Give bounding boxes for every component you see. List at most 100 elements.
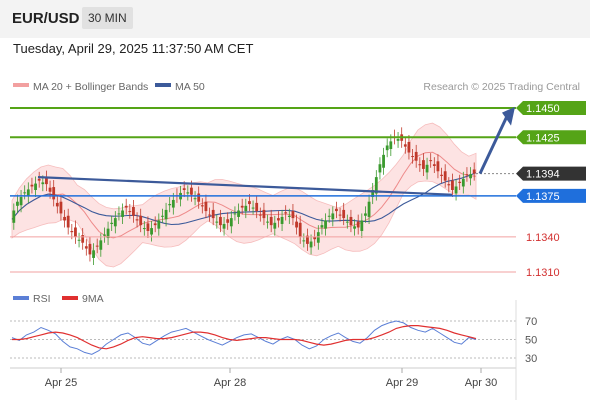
candle-body	[237, 210, 240, 217]
candle-body	[338, 214, 342, 216]
candle-body	[378, 164, 382, 173]
candle-body	[327, 215, 331, 217]
candle-body	[30, 184, 34, 187]
candle-body	[309, 241, 313, 248]
candle-body	[171, 199, 175, 208]
ma20-line	[11, 151, 477, 239]
candle-body	[150, 228, 153, 235]
candle-body	[226, 219, 230, 223]
candle-body	[371, 190, 375, 198]
candle-body	[12, 210, 16, 223]
candle-body	[345, 221, 349, 223]
ma9-legend-swatch	[62, 296, 78, 300]
candle-body	[139, 215, 143, 226]
candle-body	[320, 225, 324, 228]
candle-body	[422, 160, 425, 169]
candle-body	[211, 209, 215, 219]
candle-body	[472, 169, 476, 174]
candle-body	[335, 208, 338, 212]
candle-body	[302, 240, 306, 242]
candle-body	[157, 220, 161, 229]
candle-body	[45, 177, 48, 185]
ma20-legend-swatch	[13, 83, 29, 87]
candle-body	[277, 218, 280, 221]
candle-body	[389, 141, 393, 149]
candle-body	[425, 164, 429, 173]
resistance-1-label: 1.1425	[526, 132, 560, 144]
candle-body	[70, 231, 74, 233]
candle-body	[233, 213, 237, 215]
candle-body	[23, 192, 27, 194]
candle-body	[367, 201, 371, 217]
candle-body	[284, 212, 288, 214]
candle-body	[316, 232, 320, 243]
candle-body	[229, 218, 233, 227]
candle-body	[447, 184, 451, 186]
candle-body	[99, 240, 103, 250]
candle-body	[374, 177, 378, 194]
ma20-legend-label: MA 20 + Bollinger Bands	[33, 81, 148, 93]
candle-body	[59, 201, 63, 214]
rsi-tick-30: 30	[525, 353, 537, 365]
current-price-label-bg	[516, 166, 586, 181]
rsi-tick-70: 70	[525, 316, 537, 328]
candle-body	[55, 202, 59, 207]
candle-body	[182, 188, 186, 190]
candle-body	[168, 204, 172, 206]
pivot-label-bg	[516, 188, 586, 203]
candle-body	[287, 215, 291, 217]
candle-body	[349, 216, 353, 226]
resistance-1-label-bg	[516, 130, 586, 145]
candle-body	[262, 209, 266, 219]
x-tick-label: Apr 29	[386, 377, 418, 389]
candle-body	[465, 174, 469, 176]
candle-body	[84, 246, 88, 249]
candle-body	[74, 227, 77, 237]
candle-body	[26, 189, 30, 196]
resistance-2-label-bg	[516, 101, 586, 115]
ma50-line	[11, 172, 477, 226]
projection-arrow-shaft	[478, 115, 509, 175]
x-tick-label: Apr 25	[45, 377, 77, 389]
candle-body	[461, 178, 465, 187]
candle-body	[454, 186, 458, 194]
candle-body	[411, 156, 414, 158]
candle-body	[215, 221, 219, 223]
currency-pair: EUR/USD	[12, 10, 80, 27]
resistance-2-label: 1.1450	[526, 103, 560, 115]
candle-body	[164, 209, 168, 220]
candle-body	[258, 214, 262, 216]
candle-body	[295, 221, 298, 228]
timeframe-button[interactable]: 30 MIN	[82, 7, 133, 29]
chart-datetime: Tuesday, April 29, 2025 11:37:50 AM CET	[13, 41, 254, 56]
candle-body	[269, 216, 273, 226]
candle-body	[407, 141, 411, 153]
candle-body	[153, 223, 157, 226]
candle-body	[193, 198, 197, 200]
candle-body	[146, 223, 150, 231]
candle-body	[190, 187, 193, 195]
candle-body	[222, 223, 226, 229]
rsi-tick-50: 50	[525, 335, 537, 347]
candle-body	[77, 239, 81, 241]
candle-body	[132, 206, 135, 216]
support-1-label: 1.1340	[526, 232, 560, 244]
candle-body	[298, 222, 302, 237]
x-tick-label: Apr 30	[465, 377, 497, 389]
ma50-legend-swatch	[155, 83, 171, 87]
candle-body	[324, 220, 327, 229]
candle-body	[291, 211, 295, 219]
header-bar: EUR/USD 30 MIN	[0, 0, 590, 38]
candle-body	[124, 205, 128, 208]
candle-body	[16, 201, 19, 206]
candle-body	[52, 187, 56, 200]
candle-body	[280, 216, 284, 224]
rsi-legend-label: RSI	[33, 293, 51, 305]
ma9-legend-label: 9MA	[82, 293, 104, 305]
candle-body	[106, 228, 110, 239]
candle-body	[364, 213, 367, 216]
candle-body	[306, 235, 309, 244]
candle-body	[403, 144, 407, 147]
candle-body	[429, 160, 433, 162]
rsi-line	[11, 320, 477, 355]
